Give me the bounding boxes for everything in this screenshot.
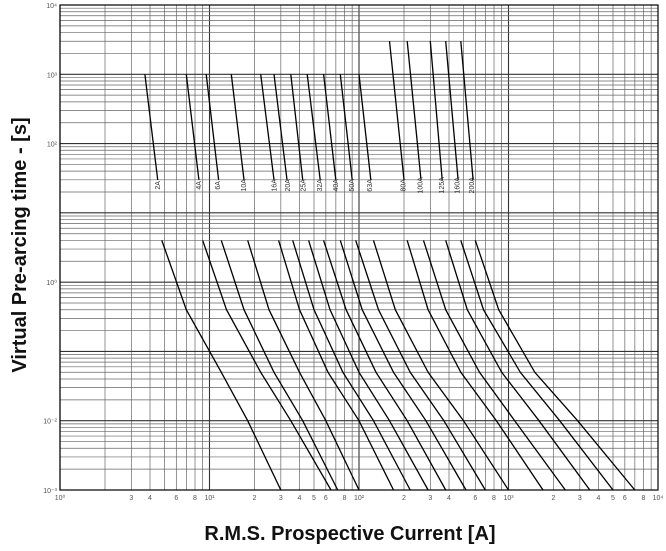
x-tick-label: 4 bbox=[148, 495, 152, 502]
curve-125a-lower bbox=[445, 240, 591, 491]
y-tick-label: 10⁻³ bbox=[43, 488, 57, 495]
curve-label-50a: 50A bbox=[349, 179, 356, 192]
curve-label-40a: 40A bbox=[333, 179, 340, 192]
curve-80a-lower bbox=[406, 240, 544, 491]
x-tick-label: 2 bbox=[552, 495, 556, 502]
x-tick-label: 8 bbox=[642, 495, 646, 502]
curve-100a-lower bbox=[422, 240, 566, 491]
curve-100a-upper bbox=[406, 41, 422, 180]
curve-25a-lower bbox=[307, 240, 429, 491]
curve-label-125a: 125A bbox=[439, 177, 446, 194]
curve-2a-upper bbox=[144, 74, 159, 180]
curve-25a-upper bbox=[290, 74, 304, 180]
x-tick-label: 3 bbox=[129, 495, 133, 502]
curve-label-32a: 32A bbox=[317, 179, 324, 192]
curve-6a-upper bbox=[205, 74, 220, 180]
curve-10a-upper bbox=[230, 74, 245, 180]
curve-20a-upper bbox=[273, 74, 288, 180]
curve-label-16a: 16A bbox=[271, 179, 278, 192]
curve-40a-lower bbox=[339, 240, 467, 491]
x-tick-label: 2 bbox=[402, 495, 406, 502]
y-tick-label: 10⁻² bbox=[43, 419, 57, 426]
x-tick-label: 6 bbox=[174, 495, 178, 502]
x-tick-label: 10⁴ bbox=[653, 495, 664, 502]
x-tick-label: 10⁰ bbox=[55, 494, 66, 502]
curve-80a-upper bbox=[388, 41, 405, 180]
curve-160a-lower bbox=[460, 240, 614, 491]
curve-20a-lower bbox=[292, 240, 411, 491]
curve-2a-lower bbox=[161, 240, 282, 491]
curve-label-10a: 10A bbox=[241, 179, 248, 192]
curve-labels-layer: 2A 4A 6A 10A 16A 20A 25A 32A 40A 50A 63A 80A 100A 125… bbox=[155, 177, 476, 194]
curve-label-63a: 63A bbox=[367, 179, 374, 192]
plot-frame bbox=[59, 4, 659, 491]
y-tick-label: 10⁴ bbox=[46, 3, 57, 10]
x-tick-labels: 10⁰ 3 4 6 8 10¹ 2 3 4 5 6 8 10² 2 3 4 6 8 10³ 2 3 4 5 6 8 10⁴ bbox=[55, 494, 664, 502]
x-tick-label: 8 bbox=[343, 495, 347, 502]
x-tick-label: 4 bbox=[597, 495, 601, 502]
curve-32a-upper bbox=[306, 74, 321, 180]
x-tick-label: 10¹ bbox=[204, 495, 215, 502]
curve-32a-lower bbox=[322, 240, 447, 491]
curve-50a-upper bbox=[339, 74, 353, 180]
curve-label-100a: 100A bbox=[417, 177, 424, 194]
curve-63a-lower bbox=[372, 240, 510, 491]
curve-40a-upper bbox=[322, 74, 337, 180]
curve-200a-lower bbox=[474, 240, 636, 491]
x-tick-label: 6 bbox=[473, 495, 477, 502]
curve-16a-lower bbox=[277, 240, 395, 491]
curve-label-80a: 80A bbox=[401, 179, 408, 192]
x-tick-label: 8 bbox=[193, 495, 197, 502]
curve-50a-lower bbox=[355, 240, 486, 491]
x-tick-label: 4 bbox=[298, 495, 302, 502]
curve-160a-upper bbox=[445, 41, 459, 180]
x-tick-label: 10³ bbox=[503, 495, 514, 502]
curve-10a-lower bbox=[247, 240, 360, 491]
x-tick-label: 3 bbox=[428, 495, 432, 502]
x-tick-label: 10² bbox=[354, 495, 365, 502]
y-axis-title: Virtual Pre-arcing time - [s] bbox=[9, 117, 31, 372]
curve-6a-lower bbox=[220, 240, 339, 491]
curve-16a-upper bbox=[260, 74, 275, 180]
curve-4a-upper bbox=[185, 74, 200, 180]
curves-layer bbox=[144, 41, 636, 491]
x-tick-label: 6 bbox=[324, 495, 328, 502]
y-tick-label: 10³ bbox=[47, 72, 58, 79]
curve-200a-upper bbox=[460, 41, 474, 180]
x-tick-label: 3 bbox=[279, 495, 283, 502]
plot-grid bbox=[59, 5, 658, 491]
x-axis-title: R.M.S. Prospective Current [A] bbox=[204, 523, 495, 545]
curve-label-2a: 2A bbox=[155, 181, 162, 190]
curve-label-20a: 20A bbox=[285, 179, 292, 192]
curve-label-160a: 160A bbox=[454, 177, 461, 194]
x-tick-label: 5 bbox=[312, 495, 316, 502]
y-tick-labels: 10⁴ 10³ 10² 10⁰ 10⁻² 10⁻³ bbox=[43, 3, 57, 495]
curve-label-200a: 200A bbox=[469, 177, 476, 194]
x-tick-label: 5 bbox=[611, 495, 615, 502]
x-tick-label: 6 bbox=[623, 495, 627, 502]
x-tick-label: 3 bbox=[578, 495, 582, 502]
x-tick-label: 2 bbox=[253, 495, 257, 502]
curve-label-6a: 6A bbox=[215, 181, 222, 190]
x-tick-label: 8 bbox=[492, 495, 496, 502]
curve-label-25a: 25A bbox=[301, 179, 308, 192]
curve-63a-upper bbox=[358, 74, 372, 180]
x-tick-label: 4 bbox=[447, 495, 451, 502]
curve-125a-upper bbox=[429, 41, 443, 180]
curve-label-4a: 4A bbox=[196, 181, 203, 190]
curve-4a-lower bbox=[202, 240, 332, 491]
y-tick-label: 10² bbox=[47, 142, 58, 149]
y-tick-label: 10⁰ bbox=[46, 279, 57, 287]
